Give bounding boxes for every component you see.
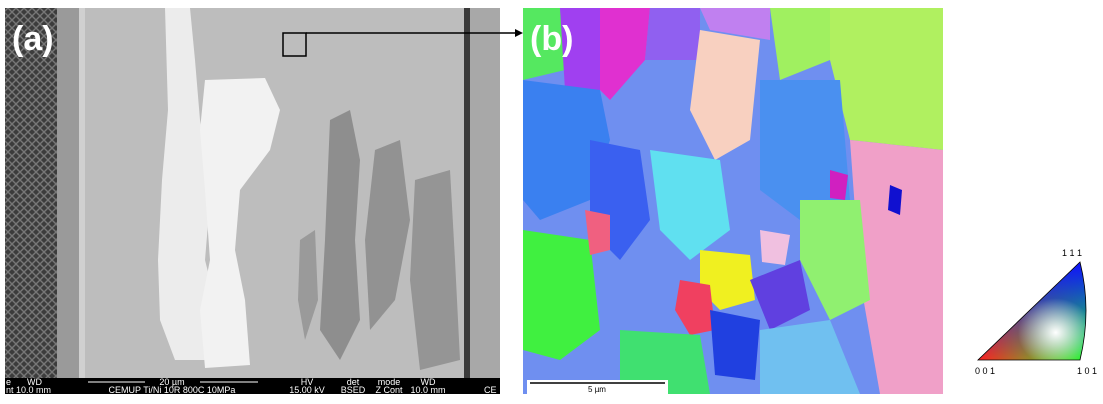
info-value: BSED (341, 385, 366, 395)
legend-label: 1 1 1 (1062, 248, 1082, 258)
info-value: 15.00 kV (289, 385, 325, 395)
legend-label: 1 0 1 (1077, 366, 1097, 376)
panel-label: (a) (12, 20, 54, 58)
scale-label: 5 µm (588, 385, 606, 394)
ipf-triangle (978, 262, 1086, 360)
info-value: 10.0 mm (410, 385, 445, 395)
scale-bar: 5 µm (527, 380, 668, 394)
description: CEMUP Ti/Ni 10R 800C 10MPa (109, 385, 236, 395)
info-value: nt (6, 385, 14, 395)
info-bar: e nt WD 10.0 mm 20 µm CEMUP Ti/Ni 10R 80… (5, 377, 500, 395)
figure: (a) e nt WD 10.0 mm 20 µm CEMUP Ti/Ni 10… (0, 0, 1103, 404)
info-value: Z Cont (375, 385, 403, 395)
legend-label: 0 0 1 (975, 366, 995, 376)
info-value: CE (484, 385, 497, 395)
panel-label: (b) (530, 20, 573, 58)
ebsd-map (523, 8, 943, 394)
sem-image (5, 8, 523, 378)
info-value: 10.0 mm (16, 385, 51, 395)
